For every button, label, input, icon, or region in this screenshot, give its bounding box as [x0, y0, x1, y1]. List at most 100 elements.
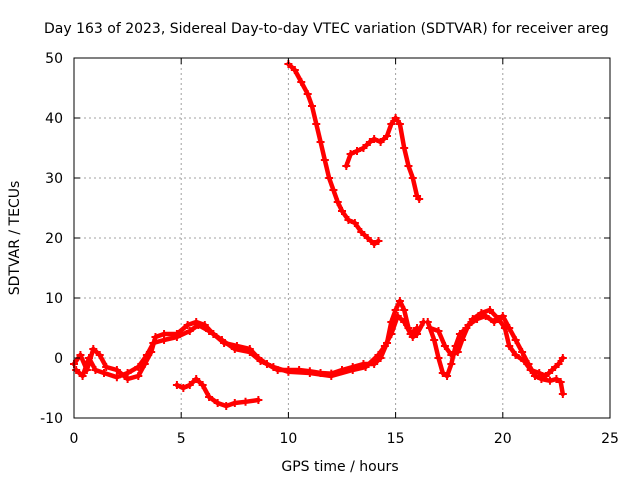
data-point: [346, 150, 355, 158]
data-point: [179, 384, 188, 392]
data-point: [160, 336, 169, 344]
data-point: [100, 369, 109, 377]
data-point: [430, 336, 439, 344]
x-tick-label: 5: [177, 431, 186, 447]
y-tick-label: 40: [45, 111, 63, 127]
data-point: [453, 348, 462, 356]
data-point: [123, 369, 132, 377]
data-point: [205, 327, 214, 335]
data-point: [241, 397, 250, 406]
data-point: [192, 375, 201, 383]
data-point: [72, 366, 81, 374]
data-point: [297, 78, 306, 86]
series-line-arc-a: [71, 298, 426, 382]
y-tick-label: 30: [45, 171, 63, 187]
data-point: [447, 351, 456, 359]
data-point: [269, 363, 278, 371]
data-point: [327, 372, 336, 380]
data-point: [142, 351, 151, 359]
data-point: [458, 336, 467, 344]
data-point: [434, 327, 443, 335]
data-point: [112, 366, 121, 374]
data-point: [438, 369, 447, 377]
data-point: [391, 114, 400, 122]
data-point: [325, 174, 334, 182]
data-point: [183, 321, 192, 329]
y-axis-label: SDTVAR / TECUs: [7, 181, 23, 296]
data-point: [112, 373, 121, 382]
data-point: [524, 360, 533, 368]
data-point: [425, 324, 434, 332]
data-point: [548, 366, 557, 374]
x-tick-label: 20: [494, 431, 512, 447]
x-tick-label: 0: [70, 431, 79, 447]
axis-ticks: 0 5 10 15 20 25 -10 0 10 20 30 40 50: [40, 51, 619, 447]
data-point: [415, 195, 424, 203]
data-point: [545, 376, 554, 385]
data-point: [172, 381, 181, 389]
data-point: [554, 360, 563, 368]
data-point: [505, 342, 514, 350]
data-point: [357, 228, 366, 236]
data-point: [172, 333, 181, 341]
data-point: [134, 363, 143, 371]
data-point: [518, 348, 527, 356]
data-point: [363, 234, 372, 242]
data-point: [312, 120, 321, 128]
data-point: [434, 354, 443, 362]
data-point: [344, 216, 353, 224]
data-point: [185, 327, 194, 335]
data-point: [333, 198, 342, 206]
data-series: [70, 60, 567, 410]
data-point: [85, 354, 94, 362]
data-point: [447, 360, 456, 368]
data-point: [374, 351, 383, 359]
data-point: [290, 66, 299, 74]
data-point: [78, 372, 87, 380]
data-point: [406, 330, 415, 338]
data-point: [374, 237, 383, 245]
data-point: [387, 120, 396, 128]
data-point: [320, 156, 329, 164]
data-point: [303, 90, 312, 98]
data-point: [365, 138, 374, 146]
data-point: [552, 375, 561, 383]
data-point: [316, 138, 325, 146]
data-point: [537, 375, 546, 383]
data-point: [348, 366, 357, 374]
data-point: [305, 369, 314, 377]
y-tick-label: 10: [45, 291, 63, 307]
data-point: [102, 363, 111, 371]
data-point: [91, 366, 100, 374]
y-tick-label: 50: [45, 51, 63, 67]
data-point: [376, 138, 385, 146]
y-tick-label: 0: [54, 351, 63, 367]
data-point: [464, 321, 473, 329]
data-point: [423, 318, 432, 326]
data-point: [361, 363, 370, 371]
data-point: [134, 372, 143, 380]
data-point: [530, 372, 539, 380]
data-point: [473, 315, 482, 323]
data-point: [408, 174, 417, 182]
chart-title: Day 163 of 2023, Sidereal Day-to-day VTE…: [44, 21, 609, 37]
data-point: [556, 378, 565, 386]
data-point: [558, 354, 567, 362]
data-point: [511, 336, 520, 344]
y-tick-label: -10: [40, 411, 63, 427]
data-point: [76, 351, 85, 359]
data-point: [395, 120, 404, 128]
data-point: [222, 402, 231, 410]
data-point: [558, 390, 567, 398]
data-point: [400, 306, 409, 314]
data-point: [391, 306, 400, 314]
data-point: [380, 342, 389, 350]
data-point: [256, 357, 265, 365]
data-point: [490, 318, 499, 326]
data-point: [342, 162, 351, 170]
data-point: [400, 144, 409, 152]
data-point: [151, 333, 160, 341]
data-point: [254, 396, 263, 404]
data-point: [194, 321, 203, 329]
